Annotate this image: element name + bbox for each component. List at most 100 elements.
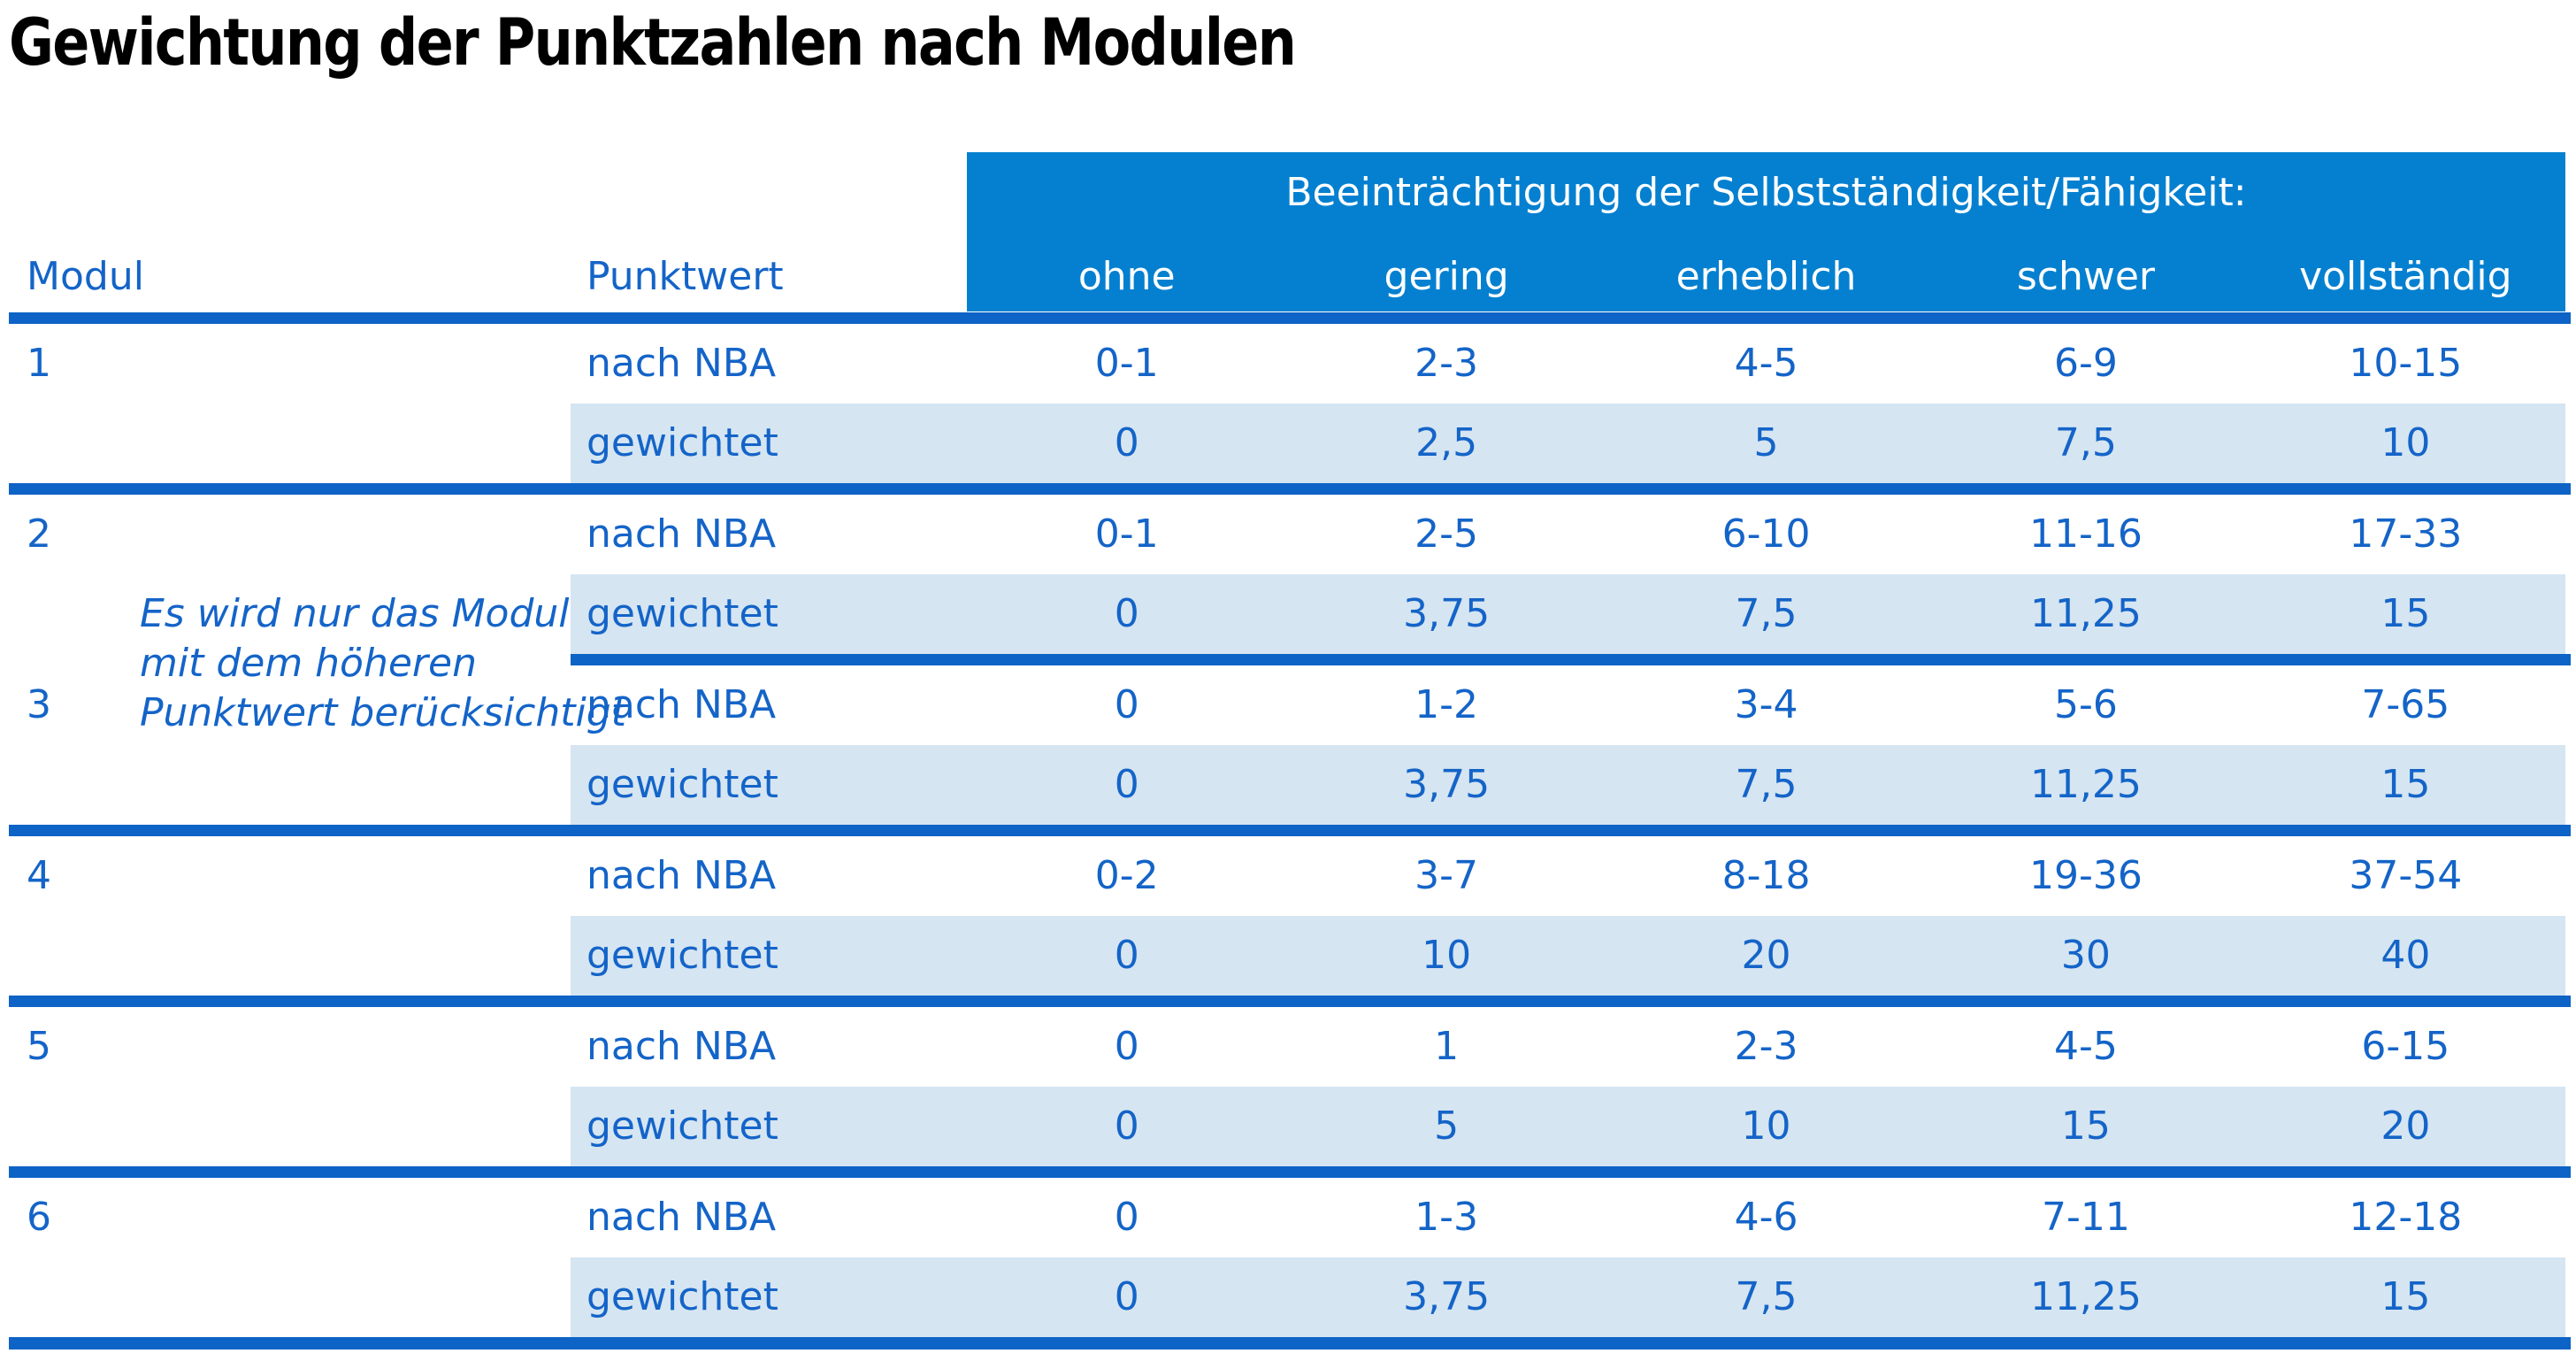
cell-value: 1-2 <box>1414 682 1479 727</box>
cell-value: 40 <box>2380 933 2431 978</box>
cell-value: 11-16 <box>2028 511 2143 557</box>
cell-value: 1 <box>1434 1024 1460 1069</box>
table-bottom-border <box>9 1337 2571 1349</box>
column-header-punktwert: Punktwert <box>586 254 784 299</box>
cell-value: 30 <box>2060 933 2111 978</box>
cell-value: 6-15 <box>2361 1024 2450 1069</box>
cell-value: 5 <box>1753 420 1779 465</box>
column-header-gering: gering <box>1384 254 1509 299</box>
note-line: Es wird nur das Modul <box>140 591 570 636</box>
cell-value: 15 <box>2060 1103 2111 1149</box>
cell-value: 11,25 <box>2029 1274 2142 1319</box>
cell-value: 3,75 <box>1403 591 1491 636</box>
table-row-module1-weighted: gewichtet 0 2,5 5 7,5 10 <box>0 404 2576 483</box>
cell-value: 0-1 <box>1094 341 1159 386</box>
module-number: 1 <box>27 341 51 386</box>
table-row-module4-nba: 4 nach NBA 0-2 3-7 8-18 19-36 37-54 <box>0 836 2576 916</box>
header-divider <box>9 312 2571 324</box>
cell-value: 10 <box>1741 1103 1791 1149</box>
cell-value: 37-54 <box>2349 853 2463 898</box>
cell-value: 20 <box>1741 933 1791 978</box>
row-values: 0 1-3 4-6 7-11 12-18 <box>967 1178 2565 1257</box>
cell-value: 15 <box>2380 762 2431 807</box>
module-divider-partial <box>571 654 2571 665</box>
cell-value: 0 <box>1114 1274 1139 1319</box>
module-number: 5 <box>27 1024 51 1069</box>
cell-value: 1-3 <box>1414 1195 1479 1240</box>
cell-value: 19-36 <box>2028 853 2143 898</box>
module-number: 3 <box>27 682 51 727</box>
cell-value: 11,25 <box>2029 591 2142 636</box>
row-highlight-band <box>571 1257 2565 1337</box>
severity-group-header: Beeinträchtigung der Selbstständigkeit/F… <box>1285 170 2247 215</box>
severity-header-block: Beeinträchtigung der Selbstständigkeit/F… <box>967 152 2565 311</box>
cell-value: 7-11 <box>2041 1195 2130 1240</box>
table-row-module2-weighted: gewichtet 0 3,75 7,5 11,25 15 <box>0 574 2576 654</box>
note-line: Punktwert berücksichtigt <box>140 690 626 735</box>
cell-value: 3,75 <box>1403 1274 1491 1319</box>
row-highlight-band <box>571 745 2565 825</box>
severity-column-headers: ohne gering erheblich schwer vollständig <box>967 254 2565 299</box>
row-label: nach NBA <box>586 682 777 727</box>
row-label: gewichtet <box>586 1274 778 1319</box>
row-values: 0 1 2-3 4-5 6-15 <box>967 1007 2565 1087</box>
row-highlight-band <box>571 574 2565 654</box>
row-values: 0 1-2 3-4 5-6 7-65 <box>967 665 2565 745</box>
cell-value: 0 <box>1114 1024 1139 1069</box>
cell-value: 10-15 <box>2349 341 2463 386</box>
cell-value: 7,5 <box>1735 591 1798 636</box>
table-row-module2-nba: 2 nach NBA 0-1 2-5 6-10 11-16 17-33 <box>0 495 2576 574</box>
cell-value: 20 <box>2380 1103 2431 1149</box>
cell-value: 6-9 <box>2053 341 2118 386</box>
cell-value: 15 <box>2380 591 2431 636</box>
row-values: 0-2 3-7 8-18 19-36 37-54 <box>967 836 2565 916</box>
cell-value: 8-18 <box>1721 853 1811 898</box>
row-values: 0-1 2-5 6-10 11-16 17-33 <box>967 495 2565 574</box>
cell-value: 7-65 <box>2361 682 2450 727</box>
table-row-module6-nba: 6 nach NBA 0 1-3 4-6 7-11 12-18 <box>0 1178 2576 1257</box>
cell-value: 0 <box>1114 1103 1139 1149</box>
row-label: gewichtet <box>586 1103 778 1149</box>
table-row-module5-nba: 5 nach NBA 0 1 2-3 4-5 6-15 <box>0 1007 2576 1087</box>
table-row-module4-weighted: gewichtet 0 10 20 30 40 <box>0 916 2576 996</box>
table-row-module1-nba: 1 nach NBA 0-1 2-3 4-5 6-9 10-15 <box>0 324 2576 404</box>
cell-value: 3-7 <box>1414 853 1479 898</box>
column-header-schwer: schwer <box>2016 254 2155 299</box>
row-values: 0 3,75 7,5 11,25 15 <box>967 574 2565 654</box>
cell-value: 2-3 <box>1414 341 1479 386</box>
module-divider <box>9 1166 2571 1178</box>
row-label: gewichtet <box>586 933 778 978</box>
row-highlight-band <box>571 916 2565 996</box>
cell-value: 10 <box>1422 933 1472 978</box>
module-2-3-note: Es wird nur das Modul mit dem höheren Pu… <box>140 589 626 738</box>
row-label: nach NBA <box>586 341 777 386</box>
cell-value: 7,5 <box>1735 762 1798 807</box>
column-header-ohne: ohne <box>1077 254 1176 299</box>
row-label: nach NBA <box>586 1024 777 1069</box>
table-row-module3-weighted: gewichtet 0 3,75 7,5 11,25 15 <box>0 745 2576 825</box>
row-values: 0 5 10 15 20 <box>967 1087 2565 1166</box>
module-divider <box>9 996 2571 1007</box>
cell-value: 4-5 <box>2053 1024 2118 1069</box>
cell-value: 3,75 <box>1403 762 1491 807</box>
cell-value: 2-5 <box>1414 511 1479 557</box>
row-highlight-band <box>571 404 2565 483</box>
cell-value: 4-5 <box>1734 341 1798 386</box>
module-number: 2 <box>27 511 51 557</box>
row-values: 0 10 20 30 40 <box>967 916 2565 996</box>
cell-value: 10 <box>2380 420 2431 465</box>
cell-value: 2,5 <box>1415 420 1478 465</box>
row-values: 0 3,75 7,5 11,25 15 <box>967 745 2565 825</box>
cell-value: 17-33 <box>2349 511 2463 557</box>
cell-value: 5 <box>1434 1103 1460 1149</box>
module-divider <box>9 825 2571 836</box>
cell-value: 4-6 <box>1734 1195 1798 1240</box>
table-row-module5-weighted: gewichtet 0 5 10 15 20 <box>0 1087 2576 1166</box>
cell-value: 11,25 <box>2029 762 2142 807</box>
row-values: 0-1 2-3 4-5 6-9 10-15 <box>967 324 2565 404</box>
cell-value: 0 <box>1114 762 1139 807</box>
row-label: gewichtet <box>586 420 778 465</box>
row-label: gewichtet <box>586 762 778 807</box>
cell-value: 2-3 <box>1734 1024 1798 1069</box>
